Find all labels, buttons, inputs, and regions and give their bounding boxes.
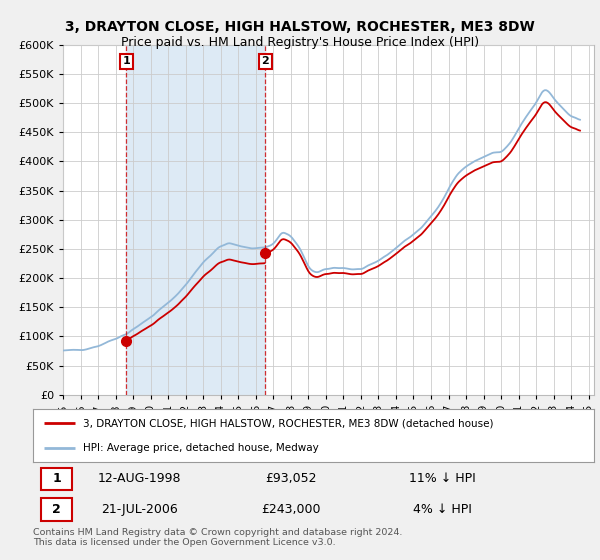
Text: £243,000: £243,000 (262, 503, 321, 516)
Text: 1: 1 (52, 473, 61, 486)
FancyBboxPatch shape (41, 468, 72, 490)
Text: £93,052: £93,052 (265, 473, 317, 486)
Text: 2: 2 (262, 57, 269, 67)
Text: Contains HM Land Registry data © Crown copyright and database right 2024.
This d: Contains HM Land Registry data © Crown c… (33, 528, 403, 547)
Text: HPI: Average price, detached house, Medway: HPI: Average price, detached house, Medw… (83, 442, 319, 452)
FancyBboxPatch shape (41, 498, 72, 521)
Text: 3, DRAYTON CLOSE, HIGH HALSTOW, ROCHESTER, ME3 8DW: 3, DRAYTON CLOSE, HIGH HALSTOW, ROCHESTE… (65, 20, 535, 34)
Text: 4% ↓ HPI: 4% ↓ HPI (413, 503, 472, 516)
Text: 3, DRAYTON CLOSE, HIGH HALSTOW, ROCHESTER, ME3 8DW (detached house): 3, DRAYTON CLOSE, HIGH HALSTOW, ROCHESTE… (83, 418, 494, 428)
Text: 11% ↓ HPI: 11% ↓ HPI (409, 473, 476, 486)
Text: 12-AUG-1998: 12-AUG-1998 (98, 473, 181, 486)
Text: Price paid vs. HM Land Registry's House Price Index (HPI): Price paid vs. HM Land Registry's House … (121, 36, 479, 49)
Bar (127, 45, 265, 395)
Text: 1: 1 (122, 57, 130, 67)
Text: 2: 2 (52, 503, 61, 516)
Text: 21-JUL-2006: 21-JUL-2006 (101, 503, 178, 516)
